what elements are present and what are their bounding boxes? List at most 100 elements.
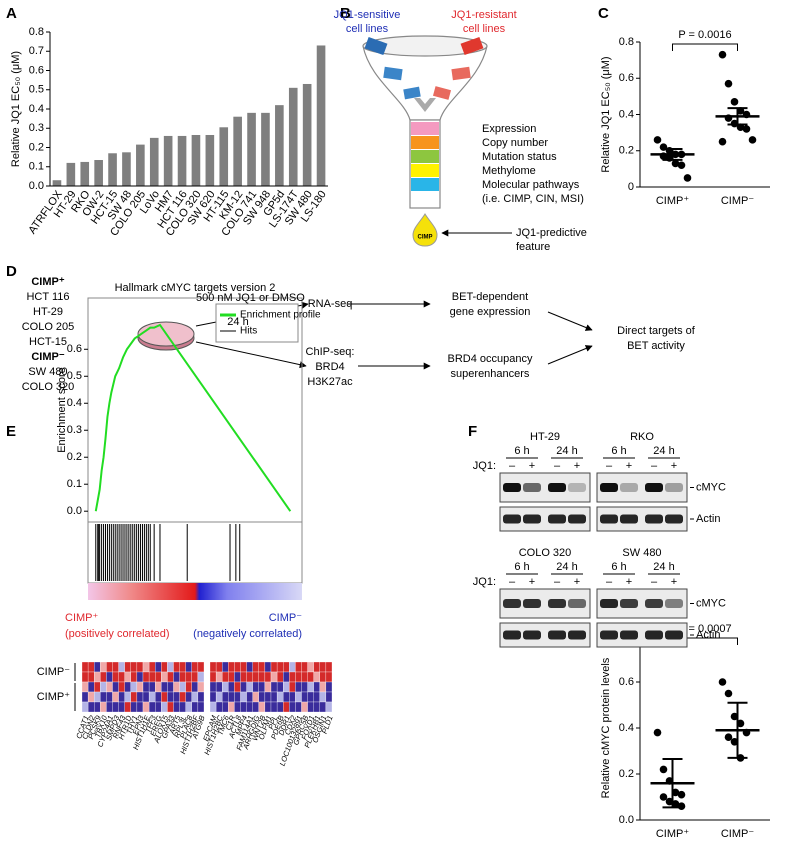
y-tick-label: 0.6: [619, 72, 634, 84]
y-tick-label: 0.3: [67, 424, 82, 436]
heatmap-cell: [283, 671, 290, 683]
sign: +: [671, 576, 677, 588]
x-tick-label: CIMP⁻: [721, 828, 755, 840]
bar: [66, 162, 76, 186]
heatmap-cell: [258, 681, 266, 693]
y-tick-label: 0.2: [29, 141, 44, 153]
panel-letter: F: [468, 423, 477, 440]
heatmap-cell: [130, 671, 138, 683]
heatmap-cell: [307, 671, 314, 683]
heatmap-cell: [283, 701, 290, 713]
heatmap-cell: [252, 691, 259, 703]
heatmap-cell: [270, 681, 278, 693]
band: [600, 514, 618, 524]
time-label: 24 h: [556, 445, 577, 457]
bar: [275, 105, 284, 186]
heatmap-cell: [87, 701, 95, 713]
point: [724, 733, 733, 741]
heatmap-cell: [228, 671, 235, 683]
panel-letter: D: [6, 263, 17, 280]
blot-title: COLO 320: [519, 547, 572, 559]
assay: BRD4: [315, 361, 344, 373]
sign: –: [509, 576, 516, 588]
cell-line: COLO 320: [22, 381, 75, 393]
feature-label: feature: [516, 241, 550, 253]
heatmap-cell: [276, 671, 284, 683]
heatmap-cell: [155, 701, 162, 713]
band: [548, 630, 566, 640]
heatmap-cell: [276, 661, 284, 673]
y-tick-label: 0.4: [619, 722, 634, 734]
heatmap-cell: [185, 701, 192, 713]
heatmap-cell: [118, 661, 125, 673]
heatmap-cell: [197, 661, 205, 673]
bar: [163, 135, 173, 186]
point: [653, 728, 662, 737]
band: [665, 483, 683, 492]
heatmap-cell: [87, 691, 95, 703]
heatmap-cell: [136, 661, 144, 673]
y-axis-label: Relative cMYC protein levels: [600, 657, 612, 798]
heatmap-cell: [179, 691, 186, 703]
heatmap-cell: [179, 701, 186, 713]
band: [620, 599, 638, 608]
band: [600, 483, 618, 492]
time-label: 24 h: [653, 445, 674, 457]
heatmap-cell: [191, 701, 199, 713]
band: [645, 514, 663, 524]
heatmap-cell: [167, 681, 174, 693]
legend-box: [215, 303, 299, 343]
blot-title: HT-29: [530, 431, 560, 443]
heatmap-cell: [136, 701, 144, 713]
band: [645, 630, 663, 640]
sign: +: [626, 576, 632, 588]
y-tick-label: 0.5: [67, 370, 82, 382]
heatmap-cell: [209, 701, 217, 713]
band: [600, 630, 618, 640]
heatmap-cell: [124, 691, 131, 703]
heatmap-cell: [301, 671, 308, 683]
group-title: cell lines: [463, 23, 506, 35]
sign: +: [529, 460, 535, 472]
heatmap-cell: [155, 691, 162, 703]
heatmap-cell: [252, 681, 259, 693]
band: [620, 483, 638, 492]
heatmap-cell: [173, 691, 180, 703]
heatmap-cell: [142, 681, 150, 693]
heatmap-cell: [240, 691, 247, 703]
heatmap-cell: [228, 691, 235, 703]
heatmap-cell: [313, 691, 320, 703]
heatmap-cell: [136, 671, 144, 683]
heatmap-cell: [283, 681, 290, 693]
layer: [411, 150, 439, 163]
y-tick-label: 0.0: [29, 180, 44, 192]
heatmap-cell: [112, 671, 119, 683]
heatmap-cell: [307, 691, 314, 703]
group-title: cell lines: [346, 23, 389, 35]
heatmap-cell: [276, 681, 284, 693]
heatmap-cell: [161, 691, 168, 703]
heatmap-cell: [185, 691, 192, 703]
blot-title: RKO: [630, 431, 654, 443]
drop-label: CIMP: [418, 235, 433, 241]
bar: [302, 83, 312, 186]
heatmap-cell: [118, 701, 125, 713]
band: [548, 599, 566, 608]
heatmap-cell: [106, 691, 113, 703]
cell-line: HCT 116: [26, 291, 69, 303]
layer: [411, 178, 439, 191]
heatmap-cell: [87, 671, 95, 683]
layer-label: Methylome: [482, 165, 536, 177]
heatmap-cell: [142, 691, 150, 703]
heatmap-cell: [124, 671, 131, 683]
heatmap-cell: [136, 691, 144, 703]
y-tick-label: 0.4: [67, 397, 82, 409]
legend-label: Enrichment profile: [240, 310, 321, 321]
heatmap-cell: [215, 691, 223, 703]
heatmap-cell: [173, 661, 180, 673]
heatmap-cell: [179, 671, 186, 683]
layer: [411, 136, 439, 149]
band: [645, 483, 663, 492]
chart-title: Hallmark cMYC targets version 2: [115, 282, 276, 294]
